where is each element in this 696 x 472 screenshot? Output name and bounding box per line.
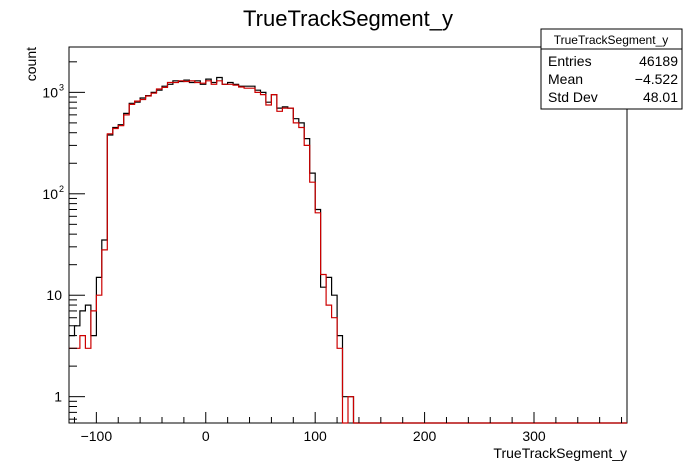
y-tick-label: 10: [42, 186, 58, 202]
y-tick-exponent: 3: [59, 82, 64, 92]
y-tick-label: 1: [54, 389, 62, 405]
series-1-line: [69, 80, 627, 424]
chart-title: TrueTrackSegment_y: [243, 6, 453, 31]
x-tick-label: 0: [202, 428, 210, 444]
x-tick-label: −100: [81, 428, 113, 444]
x-axis: −100 0 100 200 300: [73, 412, 623, 444]
y-axis-label: count: [23, 47, 39, 81]
stats-entries-label: Entries: [548, 53, 592, 69]
x-tick-label: 100: [303, 428, 327, 444]
x-tick-label: 200: [413, 428, 437, 444]
stats-entries-value: 46189: [639, 53, 678, 69]
y-tick-label: 10: [46, 287, 62, 303]
stats-box-title: TrueTrackSegment_y: [554, 33, 669, 47]
y-tick-exponent: 2: [59, 184, 64, 194]
x-axis-label: TrueTrackSegment_y: [493, 445, 627, 461]
series-layer: [69, 76, 627, 424]
stats-stddev-label: Std Dev: [548, 89, 598, 105]
x-tick-label: 300: [522, 428, 546, 444]
stats-mean-value: −4.522: [635, 71, 678, 87]
y-tick-label: 10: [42, 84, 58, 100]
stats-box-frame: [540, 28, 683, 110]
stats-stddev-value: 48.01: [643, 89, 678, 105]
stats-box: TrueTrackSegment_y Entries 46189 Mean −4…: [540, 28, 683, 110]
stats-mean-label: Mean: [548, 71, 583, 87]
series-0-line: [69, 76, 627, 424]
